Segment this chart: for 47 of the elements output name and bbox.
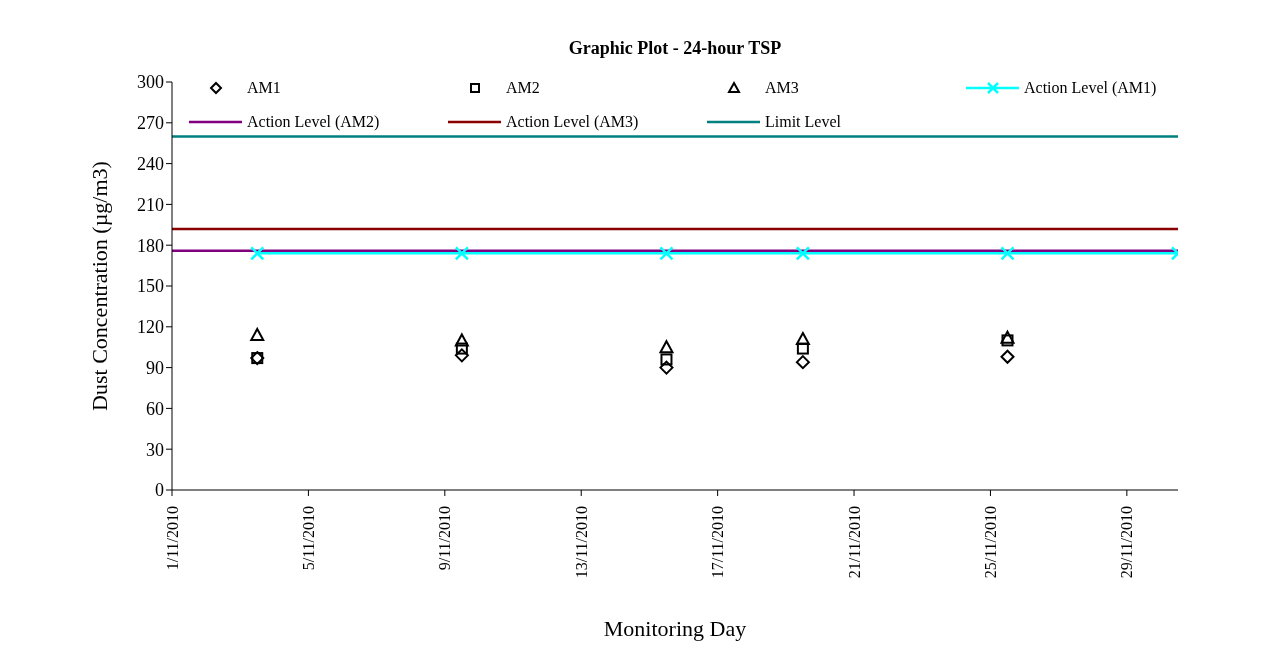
y-axis-title: Dust Concentration (µg/m3) — [87, 161, 113, 411]
chart-title: Graphic Plot - 24-hour TSP — [567, 38, 783, 59]
point — [795, 332, 810, 346]
y-tick-label: 0 — [155, 480, 164, 501]
point — [1001, 334, 1014, 347]
point — [659, 340, 674, 354]
point — [659, 360, 674, 375]
x-tick-label: 21/11/2010 — [845, 506, 863, 579]
y-tick-label: 30 — [146, 439, 164, 460]
legend-label: Action Level (AM3) — [506, 113, 639, 131]
y-tick-label: 180 — [137, 235, 164, 256]
point — [250, 246, 265, 261]
y-tick-label: 120 — [137, 317, 164, 338]
point — [454, 348, 469, 363]
y-tick-label: 300 — [137, 72, 164, 93]
point — [659, 246, 674, 261]
y-tick-label: 150 — [137, 276, 164, 297]
legend-label: Action Level (AM2) — [247, 113, 380, 131]
x-tick-label: 9/11/2010 — [436, 506, 454, 571]
x-tick-label: 13/11/2010 — [572, 506, 590, 579]
legend-label: Action Level (AM1) — [1024, 79, 1157, 97]
x-tick-label: 5/11/2010 — [299, 506, 317, 571]
point — [796, 342, 809, 355]
x-tick-label: 1/11/2010 — [163, 506, 181, 571]
y-tick-label: 210 — [137, 194, 164, 215]
legend-label: AM3 — [765, 79, 799, 97]
legend-label: AM2 — [506, 79, 540, 97]
legend-label: Limit Level — [765, 113, 841, 131]
point — [455, 342, 468, 355]
x-axis-title: Monitoring Day — [602, 616, 748, 642]
point — [454, 246, 470, 261]
x-tick-label: 17/11/2010 — [709, 506, 727, 579]
point — [454, 333, 469, 347]
y-tick-label: 90 — [146, 357, 164, 378]
point — [795, 355, 810, 370]
y-tick-label: 270 — [137, 113, 164, 134]
legend-label: AM1 — [247, 79, 281, 97]
x-tick-label: 29/11/2010 — [1118, 506, 1136, 579]
point — [660, 353, 673, 366]
y-tick-label: 60 — [146, 398, 164, 419]
x-tick-label: 25/11/2010 — [981, 506, 999, 579]
point — [795, 246, 811, 261]
point — [1000, 349, 1015, 364]
point — [250, 327, 265, 341]
point — [1000, 330, 1015, 344]
point — [1000, 246, 1015, 261]
y-tick-label: 240 — [137, 153, 164, 174]
